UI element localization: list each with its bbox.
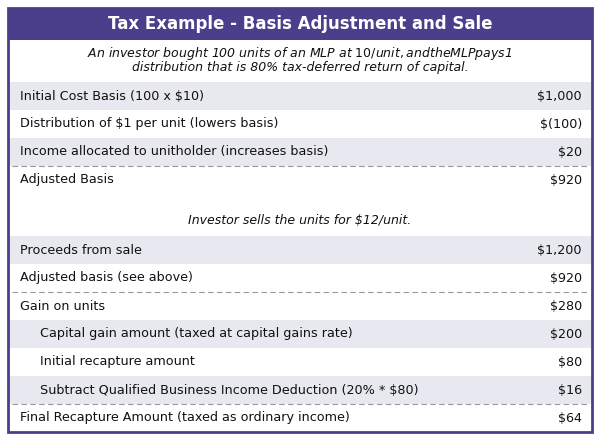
Text: Subtract Qualified Business Income Deduction (20% * $80): Subtract Qualified Business Income Deduc… <box>40 384 419 396</box>
FancyBboxPatch shape <box>8 236 592 264</box>
FancyBboxPatch shape <box>8 8 592 40</box>
Text: distribution that is 80% tax-deferred return of capital.: distribution that is 80% tax-deferred re… <box>131 60 469 73</box>
Text: Proceeds from sale: Proceeds from sale <box>20 243 142 257</box>
FancyBboxPatch shape <box>8 82 592 110</box>
FancyBboxPatch shape <box>8 320 592 348</box>
FancyBboxPatch shape <box>8 264 592 292</box>
Text: $1,200: $1,200 <box>538 243 582 257</box>
Text: $1,000: $1,000 <box>538 89 582 103</box>
Text: $920: $920 <box>550 271 582 285</box>
Text: Gain on units: Gain on units <box>20 300 105 312</box>
Text: $20: $20 <box>558 146 582 158</box>
FancyBboxPatch shape <box>8 166 592 194</box>
Text: $920: $920 <box>550 173 582 187</box>
FancyBboxPatch shape <box>8 292 592 320</box>
Text: $16: $16 <box>558 384 582 396</box>
Text: $64: $64 <box>558 411 582 425</box>
FancyBboxPatch shape <box>8 138 592 166</box>
Text: Investor sells the units for $12/unit.: Investor sells the units for $12/unit. <box>188 213 412 227</box>
Text: Capital gain amount (taxed at capital gains rate): Capital gain amount (taxed at capital ga… <box>40 327 353 341</box>
Text: An investor bought 100 units of an MLP at $10/unit, and the MLP pays $1: An investor bought 100 units of an MLP a… <box>87 44 513 62</box>
FancyBboxPatch shape <box>8 404 592 432</box>
Text: Income allocated to unitholder (increases basis): Income allocated to unitholder (increase… <box>20 146 328 158</box>
FancyBboxPatch shape <box>8 376 592 404</box>
Text: Initial Cost Basis (100 x $10): Initial Cost Basis (100 x $10) <box>20 89 204 103</box>
Text: Adjusted Basis: Adjusted Basis <box>20 173 114 187</box>
Text: Adjusted basis (see above): Adjusted basis (see above) <box>20 271 193 285</box>
Text: $(100): $(100) <box>540 117 582 131</box>
Text: Initial recapture amount: Initial recapture amount <box>40 356 195 368</box>
FancyBboxPatch shape <box>8 110 592 138</box>
Text: Distribution of $1 per unit (lowers basis): Distribution of $1 per unit (lowers basi… <box>20 117 278 131</box>
Text: $200: $200 <box>550 327 582 341</box>
FancyBboxPatch shape <box>8 348 592 376</box>
Text: Tax Example - Basis Adjustment and Sale: Tax Example - Basis Adjustment and Sale <box>108 15 492 33</box>
Text: $80: $80 <box>558 356 582 368</box>
Text: $280: $280 <box>550 300 582 312</box>
Text: Final Recapture Amount (taxed as ordinary income): Final Recapture Amount (taxed as ordinar… <box>20 411 350 425</box>
